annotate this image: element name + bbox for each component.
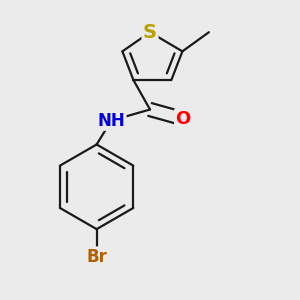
Text: O: O	[176, 110, 191, 128]
Text: S: S	[143, 23, 157, 42]
Text: Br: Br	[86, 248, 107, 266]
Text: NH: NH	[98, 112, 125, 130]
